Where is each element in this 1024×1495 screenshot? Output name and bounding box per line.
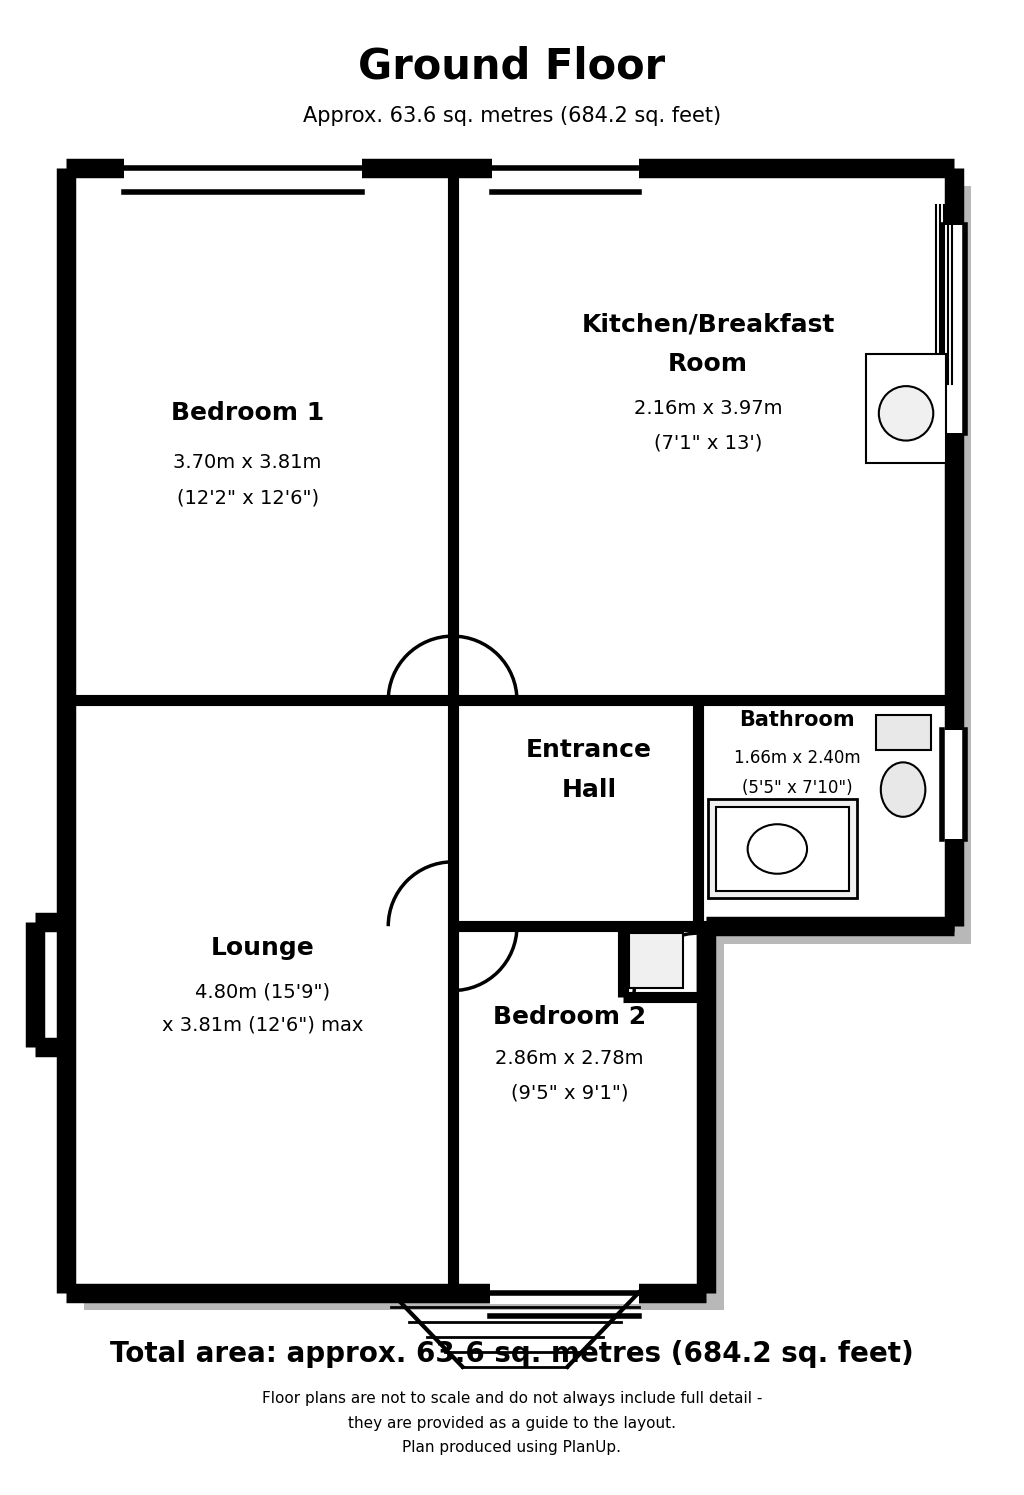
- Text: Bedroom 2: Bedroom 2: [493, 1005, 646, 1029]
- Text: x 3.81m (12'6") max: x 3.81m (12'6") max: [162, 1015, 364, 1035]
- Polygon shape: [84, 185, 972, 1310]
- Text: Ground Floor: Ground Floor: [358, 46, 666, 88]
- Bar: [877, 715, 931, 750]
- Bar: [942, 226, 966, 434]
- Text: Approx. 63.6 sq. metres (684.2 sq. feet): Approx. 63.6 sq. metres (684.2 sq. feet): [303, 106, 721, 126]
- Polygon shape: [35, 922, 67, 1046]
- Text: 2.16m x 3.97m: 2.16m x 3.97m: [634, 399, 782, 419]
- Text: Total area: approx. 63.6 sq. metres (684.2 sq. feet): Total area: approx. 63.6 sq. metres (684…: [111, 1340, 913, 1368]
- Bar: [629, 933, 683, 988]
- Bar: [866, 354, 945, 463]
- Ellipse shape: [881, 762, 926, 816]
- Text: Hall: Hall: [562, 777, 616, 801]
- Text: 2.86m x 2.78m: 2.86m x 2.78m: [496, 1049, 644, 1069]
- Text: (5'5" x 7'10"): (5'5" x 7'10"): [741, 779, 852, 797]
- Text: Room: Room: [668, 351, 749, 375]
- Bar: [716, 807, 849, 891]
- Text: 3.70m x 3.81m: 3.70m x 3.81m: [173, 453, 322, 472]
- Polygon shape: [67, 167, 953, 1293]
- Bar: [493, 155, 639, 179]
- Text: Lounge: Lounge: [211, 936, 314, 960]
- Text: 1.66m x 2.40m: 1.66m x 2.40m: [734, 749, 860, 767]
- Text: Floor plans are not to scale and do not always include full detail -: Floor plans are not to scale and do not …: [262, 1390, 762, 1405]
- Bar: [124, 155, 361, 179]
- Text: 4.80m (15'9"): 4.80m (15'9"): [195, 982, 330, 1002]
- Text: they are provided as a guide to the layout.: they are provided as a guide to the layo…: [348, 1416, 676, 1431]
- Ellipse shape: [748, 824, 807, 873]
- Bar: [490, 1281, 639, 1305]
- Text: (12'2" x 12'6"): (12'2" x 12'6"): [176, 487, 318, 507]
- Text: (9'5" x 9'1"): (9'5" x 9'1"): [511, 1082, 628, 1102]
- Text: (7'1" x 13'): (7'1" x 13'): [654, 434, 762, 453]
- Bar: [708, 800, 856, 898]
- Text: Bedroom 1: Bedroom 1: [171, 401, 325, 426]
- Text: Bathroom: Bathroom: [739, 710, 855, 730]
- Text: Plan produced using PlanUp.: Plan produced using PlanUp.: [402, 1441, 622, 1456]
- Ellipse shape: [879, 386, 933, 441]
- Text: Kitchen/Breakfast: Kitchen/Breakfast: [582, 312, 835, 336]
- Bar: [942, 730, 966, 839]
- Text: Entrance: Entrance: [526, 739, 652, 762]
